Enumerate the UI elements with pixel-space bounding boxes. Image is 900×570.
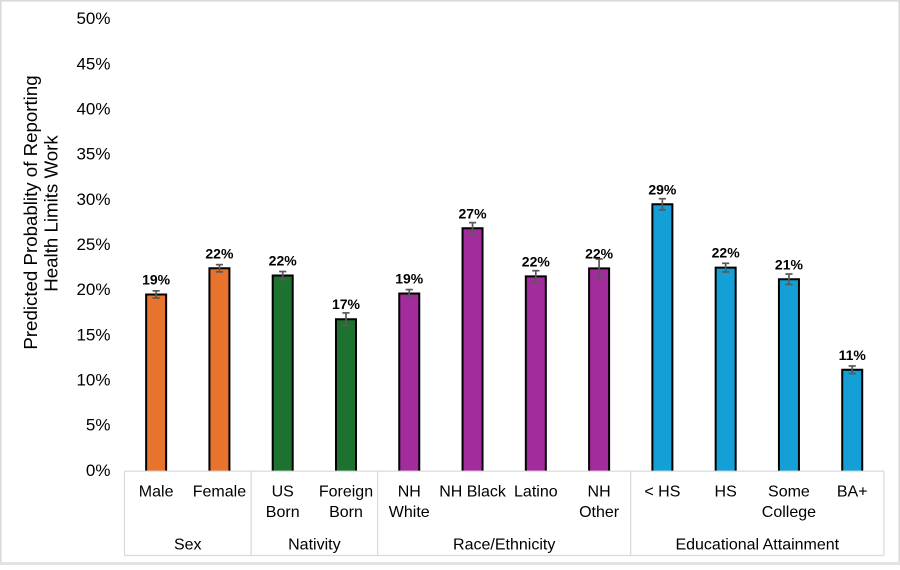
svg-text:Predicted Probablity of Report: Predicted Probablity of Reporting: [20, 75, 41, 349]
svg-text:22%: 22%: [585, 245, 614, 261]
svg-text:45%: 45%: [76, 54, 110, 73]
svg-text:Race/Ethnicity: Race/Ethnicity: [453, 536, 555, 553]
svg-text:Sex: Sex: [174, 536, 202, 553]
svg-text:5%: 5%: [86, 416, 111, 435]
svg-text:Other: Other: [579, 504, 620, 521]
svg-text:22%: 22%: [205, 245, 234, 261]
svg-text:22%: 22%: [712, 245, 741, 261]
svg-text:Born: Born: [329, 504, 363, 521]
svg-text:21%: 21%: [775, 256, 804, 272]
svg-text:Health Limits Work: Health Limits Work: [41, 135, 62, 292]
svg-text:College: College: [762, 504, 816, 521]
svg-text:Some: Some: [768, 483, 810, 500]
svg-text:HS: HS: [715, 483, 737, 500]
svg-text:US: US: [272, 483, 294, 500]
svg-text:25%: 25%: [76, 235, 110, 254]
svg-text:Born: Born: [266, 504, 300, 521]
svg-text:19%: 19%: [142, 271, 171, 287]
svg-text:40%: 40%: [76, 100, 110, 119]
svg-text:50%: 50%: [76, 9, 110, 28]
svg-text:11%: 11%: [839, 347, 867, 363]
svg-text:NH Black: NH Black: [439, 483, 507, 500]
svg-text:0%: 0%: [86, 461, 111, 480]
svg-text:10%: 10%: [76, 371, 110, 390]
svg-text:Educational Attainment: Educational Attainment: [675, 536, 839, 553]
svg-text:30%: 30%: [76, 190, 110, 209]
svg-text:White: White: [389, 504, 430, 521]
svg-text:29%: 29%: [648, 181, 677, 197]
svg-text:NH: NH: [398, 483, 421, 500]
svg-text:22%: 22%: [522, 253, 551, 269]
svg-text:17%: 17%: [332, 296, 361, 312]
svg-text:BA+: BA+: [837, 483, 868, 500]
svg-text:35%: 35%: [76, 145, 110, 164]
svg-text:Foreign: Foreign: [319, 483, 373, 500]
svg-text:< HS: < HS: [644, 483, 680, 500]
svg-text:Female: Female: [193, 483, 246, 500]
svg-text:20%: 20%: [76, 280, 110, 299]
svg-text:NH: NH: [588, 483, 611, 500]
svg-text:Latino: Latino: [514, 483, 558, 500]
svg-text:Male: Male: [139, 483, 174, 500]
svg-text:Nativity: Nativity: [288, 536, 340, 553]
svg-text:27%: 27%: [459, 205, 488, 221]
svg-text:22%: 22%: [269, 252, 298, 268]
svg-text:19%: 19%: [395, 270, 424, 286]
svg-text:15%: 15%: [76, 325, 110, 344]
